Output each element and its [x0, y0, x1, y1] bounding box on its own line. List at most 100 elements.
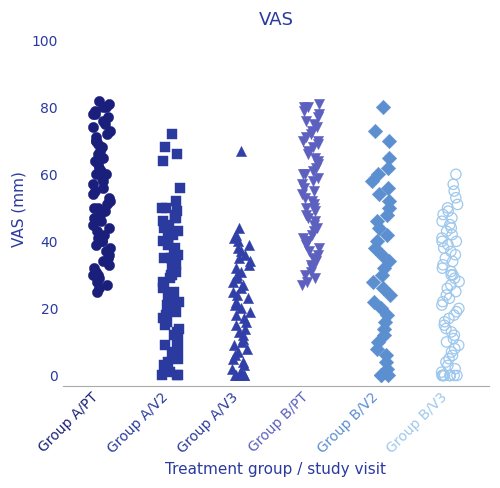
Point — [312, 258, 320, 265]
Point — [238, 358, 246, 366]
Point — [300, 194, 308, 202]
Point — [450, 335, 458, 343]
Point — [240, 371, 248, 379]
Point — [160, 143, 168, 151]
Point — [232, 298, 240, 305]
Point — [232, 371, 240, 379]
Point — [164, 234, 172, 242]
Point — [302, 134, 310, 142]
Point — [310, 167, 318, 175]
Point — [89, 271, 97, 279]
Point — [238, 247, 246, 255]
Point — [444, 362, 452, 369]
Point — [160, 362, 168, 369]
Point — [240, 315, 248, 323]
Point — [442, 227, 450, 235]
Point — [314, 140, 322, 148]
Point — [370, 244, 378, 252]
Point — [448, 258, 456, 265]
Point — [314, 110, 322, 118]
Point — [104, 113, 112, 121]
Point — [438, 217, 446, 225]
Point — [377, 305, 385, 312]
Point — [448, 214, 456, 222]
Point — [455, 305, 463, 312]
Point — [240, 371, 248, 379]
Point — [242, 318, 250, 325]
Point — [104, 281, 112, 289]
Point — [452, 308, 460, 316]
Point — [94, 234, 102, 242]
Point — [385, 154, 393, 162]
Point — [309, 143, 317, 151]
Point — [95, 97, 103, 104]
Point — [230, 301, 238, 309]
Point — [373, 217, 381, 225]
Point — [234, 244, 242, 252]
Point — [170, 247, 177, 255]
Point — [448, 231, 456, 239]
Point — [90, 214, 98, 222]
Point — [438, 368, 446, 376]
Point — [298, 181, 306, 188]
Point — [300, 184, 308, 192]
Point — [228, 355, 236, 363]
Point — [235, 371, 243, 379]
Point — [455, 278, 463, 285]
Point — [302, 211, 310, 219]
Point — [104, 224, 112, 232]
Point — [164, 291, 172, 299]
Point — [231, 371, 239, 379]
Point — [314, 157, 322, 165]
Point — [164, 238, 172, 245]
Point — [442, 358, 450, 366]
Point — [106, 251, 114, 259]
Point — [312, 163, 320, 171]
Point — [312, 123, 320, 131]
Point — [316, 244, 324, 252]
Point — [298, 281, 306, 289]
Point — [303, 278, 311, 285]
Point — [439, 261, 447, 269]
Point — [314, 161, 322, 168]
Point — [446, 221, 454, 228]
Point — [158, 204, 166, 212]
Point — [246, 258, 254, 265]
Point — [238, 338, 246, 346]
Point — [237, 147, 245, 155]
Point — [380, 103, 388, 111]
Point — [170, 331, 177, 339]
Point — [233, 274, 241, 282]
Point — [452, 194, 460, 202]
Point — [314, 251, 322, 259]
Point — [173, 207, 181, 215]
Point — [172, 214, 179, 222]
Point — [308, 264, 316, 272]
Point — [89, 181, 97, 188]
Point — [94, 204, 102, 212]
Point — [450, 331, 458, 339]
Point — [97, 217, 105, 225]
Point — [304, 147, 312, 155]
Point — [100, 231, 108, 239]
Point — [308, 231, 316, 239]
Point — [106, 244, 114, 252]
Point — [88, 123, 96, 131]
Point — [174, 335, 182, 343]
Point — [308, 127, 316, 135]
Point — [447, 271, 455, 279]
Point — [384, 365, 392, 373]
Point — [376, 190, 384, 198]
Point — [168, 130, 176, 138]
Point — [106, 197, 114, 205]
Point — [234, 238, 242, 245]
Point — [232, 231, 240, 239]
Point — [385, 204, 393, 212]
Point — [377, 371, 385, 379]
Point — [174, 251, 182, 259]
Point — [440, 371, 448, 379]
Point — [308, 130, 316, 138]
Point — [90, 190, 98, 198]
Point — [302, 117, 310, 124]
Point — [245, 241, 253, 248]
